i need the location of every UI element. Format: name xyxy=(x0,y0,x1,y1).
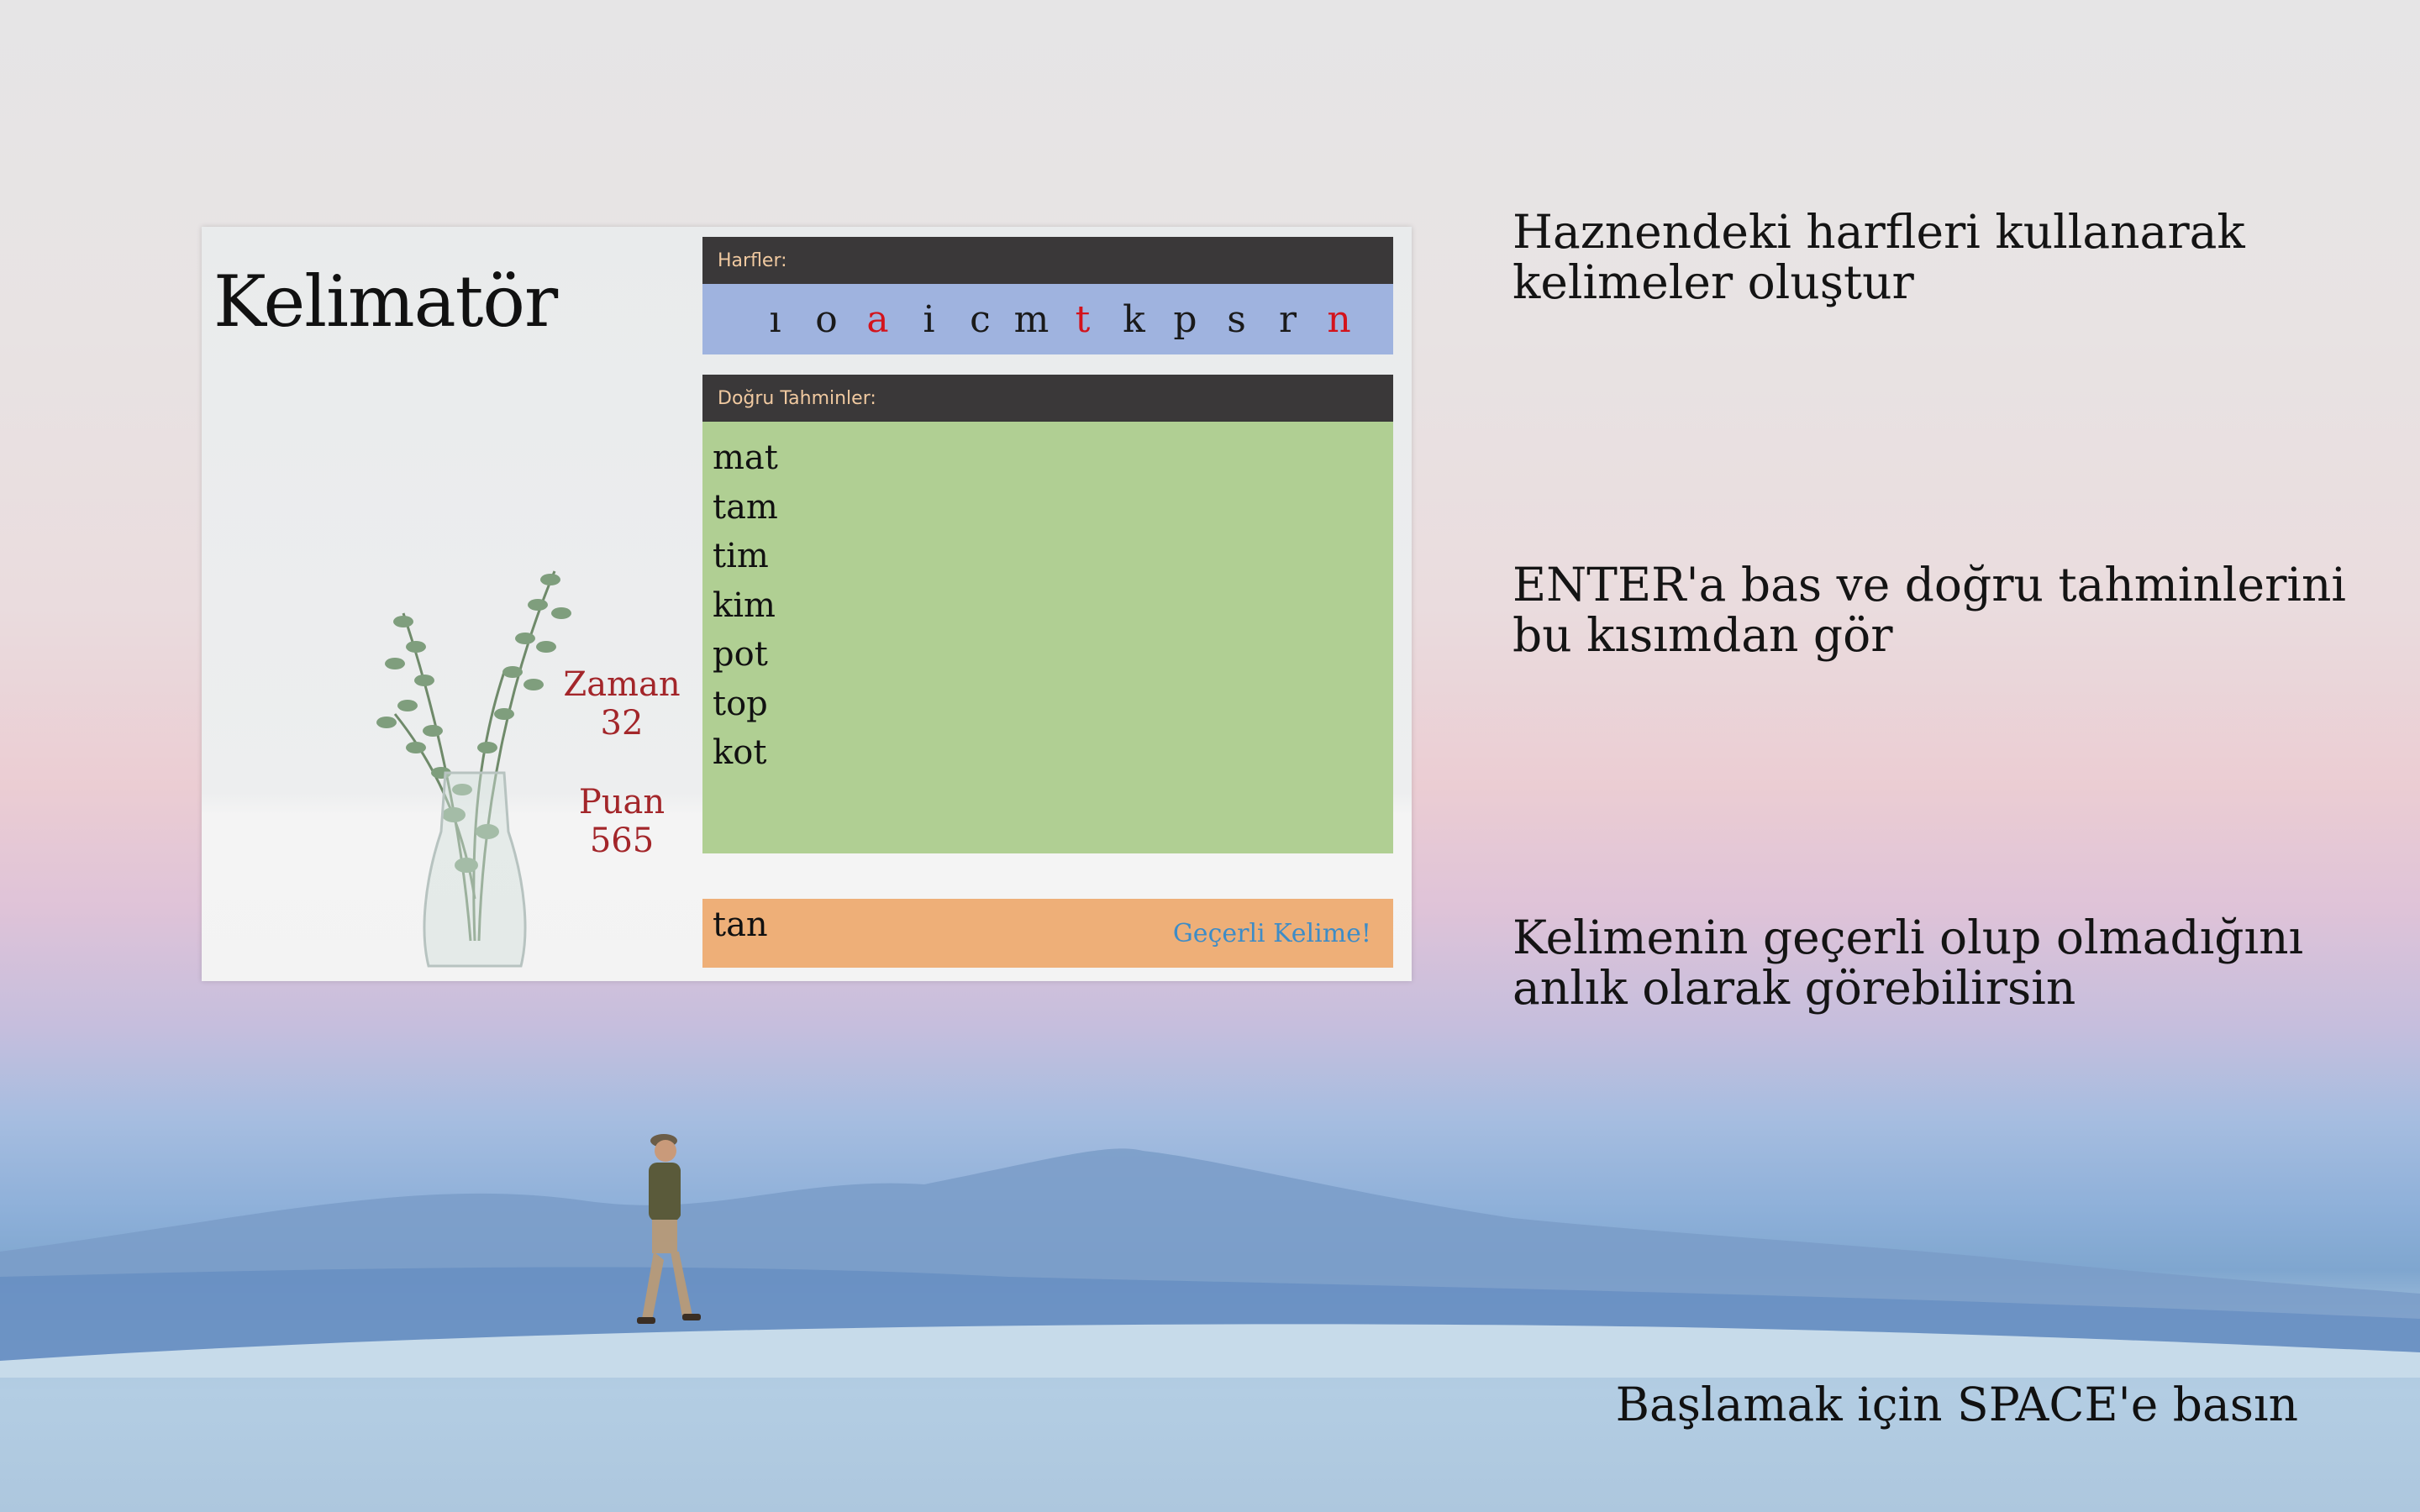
guess-item: pot xyxy=(713,635,768,674)
letter-tile: k xyxy=(1123,297,1145,341)
hint-text-enter: ENTER'a bas ve doğru tahminlerini bu kıs… xyxy=(1512,558,2346,662)
letter-tile: t xyxy=(1075,297,1091,341)
game-panel: Kelimatör Zaman 32 Puan 565 Har xyxy=(202,227,1412,981)
mountains-illustration xyxy=(0,1148,2420,1378)
letter-tile: ı xyxy=(769,297,781,341)
guess-item: tim xyxy=(713,537,769,575)
letter-tile: m xyxy=(1013,297,1050,341)
letter-tile: r xyxy=(1278,297,1297,341)
letter-tile: o xyxy=(815,297,838,341)
guess-item: mat xyxy=(713,438,778,477)
guess-item: kim xyxy=(713,585,776,625)
start-prompt: Başlamak için SPACE'e basın xyxy=(1615,1378,2298,1431)
correct-guesses-list: mat tam tim kim pot top kot xyxy=(702,422,1393,853)
time-label: Zaman xyxy=(563,665,681,704)
game-title: Kelimatör xyxy=(213,260,558,343)
hint-text-letters: Haznendeki harfleri kullanarak kelimeler… xyxy=(1512,205,2245,309)
letters-header: Harfler: xyxy=(702,237,1393,284)
validity-status: Geçerli Kelime! xyxy=(1172,919,1371,948)
letter-tile: n xyxy=(1327,297,1351,341)
guess-item: kot xyxy=(713,733,767,772)
walking-man-illustration xyxy=(637,1134,701,1324)
time-value: 32 xyxy=(600,704,644,743)
word-entry[interactable]: tan Geçerli Kelime! xyxy=(702,899,1393,968)
guess-item: tam xyxy=(713,487,778,527)
time-display: Zaman 32 xyxy=(538,665,706,743)
hint-text-validity: Kelimenin geçerli olup olmadığını anlık … xyxy=(1512,911,2304,1015)
score-label: Puan xyxy=(578,783,666,822)
score-value: 565 xyxy=(589,822,655,860)
guesses-header: Doğru Tahminler: xyxy=(702,375,1393,422)
score-display: Puan 565 xyxy=(538,783,706,860)
letter-tile: c xyxy=(970,297,991,341)
plant-vase-illustration xyxy=(376,570,571,968)
current-input-text[interactable]: tan xyxy=(713,906,768,944)
letter-tile: a xyxy=(866,297,889,341)
letter-tile: s xyxy=(1227,297,1246,341)
letter-tile: p xyxy=(1173,297,1197,341)
letter-tile: i xyxy=(923,297,935,341)
guess-item: top xyxy=(713,684,768,723)
